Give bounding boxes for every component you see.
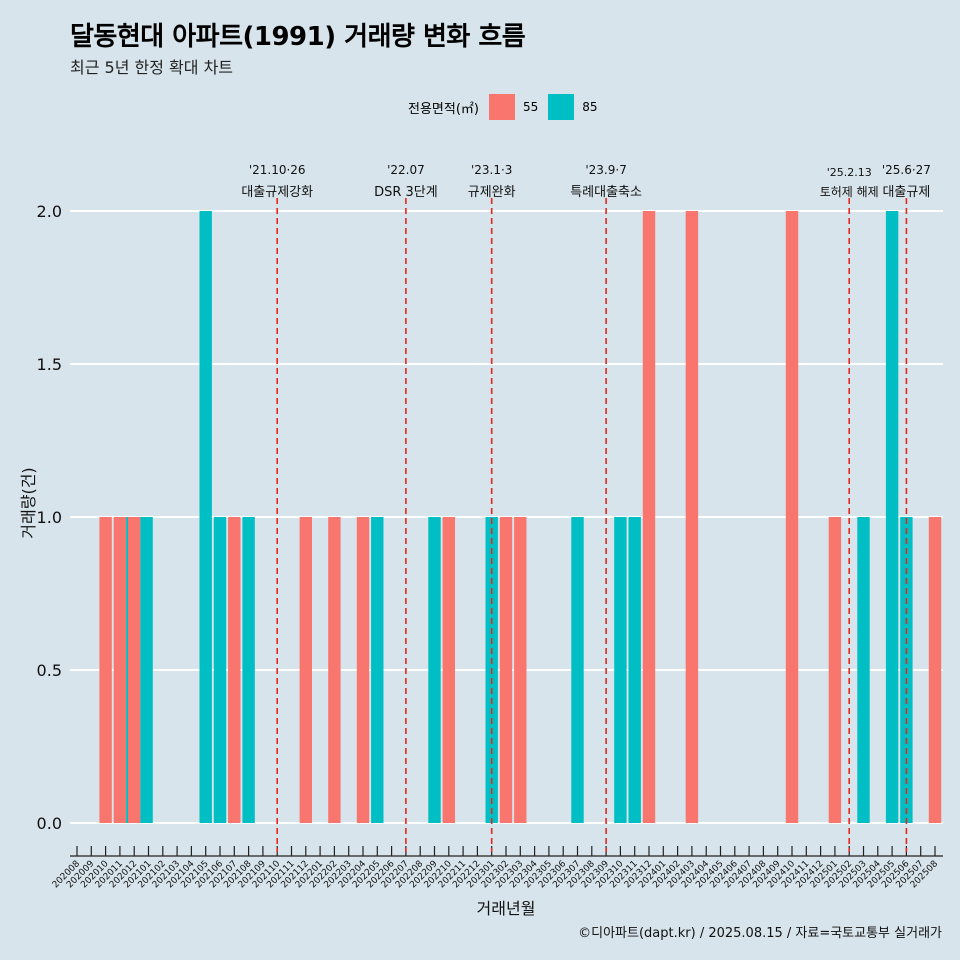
policy-event-label: 대출규제강화: [241, 185, 313, 200]
bar-55: [685, 211, 699, 823]
policy-event-date: '23.9·7: [585, 163, 626, 177]
policy-event-label: DSR 3단계: [374, 185, 438, 200]
bar-85: [213, 517, 227, 823]
bar-55: [99, 517, 112, 823]
bar-55: [299, 517, 312, 823]
bar-55: [828, 517, 842, 823]
bar-85: [199, 211, 212, 823]
bar-85: [140, 517, 153, 823]
bar-55: [356, 517, 370, 823]
bar-85: [571, 517, 584, 823]
chart-subtitle: 최근 5년 한정 확대 차트: [70, 58, 234, 77]
y-tick-label: 1.5: [37, 355, 62, 374]
policy-event-date: '25.6·27: [882, 163, 931, 177]
bar-85: [242, 517, 255, 823]
bar-55: [928, 517, 942, 823]
y-tick-label: 2.0: [37, 202, 62, 221]
bar-55: [499, 517, 513, 823]
bar-55: [113, 517, 127, 823]
bar-85: [628, 517, 641, 823]
y-tick-label: 1.0: [37, 508, 62, 527]
policy-event-label: 토허제 해제: [820, 185, 879, 199]
bar-85: [614, 517, 627, 823]
x-axis-title: 거래년월: [477, 899, 536, 918]
bar-85: [885, 211, 899, 823]
bar-85: [857, 517, 870, 823]
bar-55: [442, 517, 455, 823]
policy-event-date: '22.07: [387, 163, 425, 177]
source-caption: ©디아파트(dapt.kr) / 2025.08.15 / 자료=국토교통부 실…: [578, 926, 942, 941]
policy-event-label: 특례대출축소: [570, 185, 642, 200]
y-axis-title: 거래량(건): [19, 467, 38, 538]
legend-swatch-85: [548, 94, 575, 120]
bar-85: [428, 517, 441, 823]
policy-event-date: '21.10·26: [249, 163, 306, 177]
y-tick-label: 0.0: [37, 814, 62, 833]
policy-event-date: '25.2.13: [827, 166, 872, 179]
policy-event-label: 대출규제: [882, 185, 930, 200]
bar-55: [328, 517, 341, 823]
legend-title: 전용면적(㎡): [408, 101, 479, 117]
bar-85: [371, 517, 384, 823]
bar-55: [514, 517, 527, 823]
legend-swatch-55: [488, 94, 515, 120]
bar-55: [785, 211, 799, 823]
bar-55: [228, 517, 241, 823]
policy-event-date: '23.1·3: [471, 163, 512, 177]
bar-55: [128, 517, 141, 823]
legend: 전용면적(㎡) 55 85: [408, 92, 608, 122]
legend-label-55: 55: [522, 100, 539, 114]
policy-event-label: 규제완화: [468, 185, 516, 200]
chart-title: 달동현대 아파트(1991) 거래량 변화 흐름: [70, 22, 526, 52]
legend-label-85: 85: [582, 100, 598, 114]
y-tick-label: 0.5: [37, 661, 62, 680]
bar-55: [642, 211, 656, 823]
